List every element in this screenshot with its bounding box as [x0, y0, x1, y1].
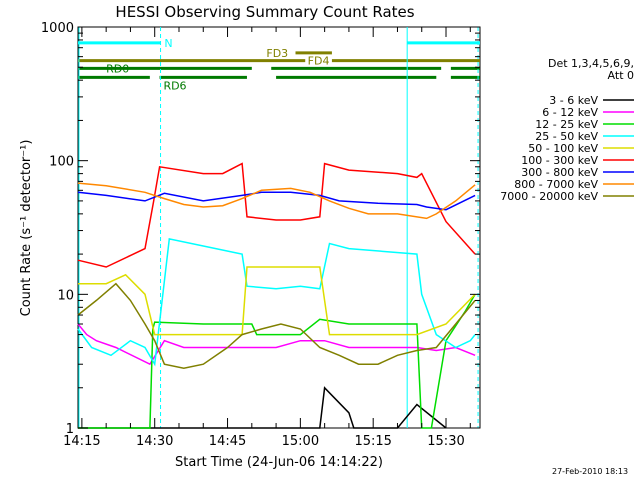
- chart-title: HESSI Observing Summary Count Rates: [115, 3, 414, 21]
- footer-date: 27-Feb-2010 18:13: [552, 467, 628, 476]
- flag-label-rd6: RD6: [163, 79, 186, 92]
- x-axis: 14:15 14:30 14:45 15:00 15:15 15:30: [63, 27, 471, 449]
- plot-frame: [77, 26, 481, 429]
- x-axis-label: Start Time (24-Jun-06 14:14:22): [175, 455, 383, 470]
- x-tick-label: 15:00: [282, 434, 319, 449]
- legend-header: Det 1,3,4,5,6,9,: [548, 57, 634, 70]
- y-tick-label: 10: [57, 288, 74, 303]
- legend-label-300-800-kev: 300 - 800 keV: [521, 166, 598, 179]
- x-tick-label: 15:15: [354, 434, 391, 449]
- y-tick-label: 100: [49, 155, 74, 170]
- y-tick-label: 1000: [41, 21, 74, 36]
- x-tick-label: 14:15: [63, 434, 100, 449]
- y-axis: 1 10 100 1000: [41, 21, 480, 437]
- legend-label-6-12-kev: 6 - 12 keV: [542, 106, 598, 119]
- series-line-50-100-kev: [78, 266, 476, 336]
- flag-label-fd3: FD3: [266, 47, 288, 60]
- series-line-100-300-kev: [77, 162, 476, 268]
- legend-label-7000-20000-kev: 7000 - 20000 keV: [500, 190, 598, 203]
- x-tick-label: 14:45: [209, 434, 246, 449]
- legend-label-100-300-kev: 100 - 300 keV: [521, 154, 598, 167]
- legend-label-25-50-kev: 25 - 50 keV: [535, 130, 598, 143]
- flag-bars: N FD3 FD4 RD0 RD6: [78, 37, 480, 92]
- x-tick-label: 14:30: [136, 434, 173, 449]
- legend-label-50-100-kev: 50 - 100 keV: [528, 142, 598, 155]
- series-line-7000-20000-kev: [77, 282, 476, 369]
- y-axis-label: Count Rate (s⁻¹ detector⁻¹): [19, 140, 34, 317]
- legend-header: Att 0: [608, 69, 634, 82]
- flag-label-rd0: RD0: [106, 62, 129, 75]
- series-line-12-25-kev: [78, 293, 476, 429]
- flag-label-fd4: FD4: [308, 55, 330, 68]
- y-tick-label: 1: [66, 422, 74, 437]
- legend-label-12-25-kev: 12 - 25 keV: [535, 118, 598, 131]
- x-tick-label: 15:30: [427, 434, 464, 449]
- legend-label-800-7000-kev: 800 - 7000 keV: [514, 178, 598, 191]
- series-line-300-800-kev: [77, 191, 476, 211]
- series-line-25-50-kev: [77, 237, 476, 367]
- vertical-markers: [78, 27, 479, 428]
- series-line-3-6-kev: [78, 386, 447, 429]
- series-line-800-7000-kev: [77, 182, 476, 220]
- flag-label-n: N: [164, 37, 172, 50]
- series-line-6-12-kev: [77, 323, 476, 366]
- series-lines: [77, 162, 476, 429]
- legend-label-3-6-kev: 3 - 6 keV: [549, 94, 598, 107]
